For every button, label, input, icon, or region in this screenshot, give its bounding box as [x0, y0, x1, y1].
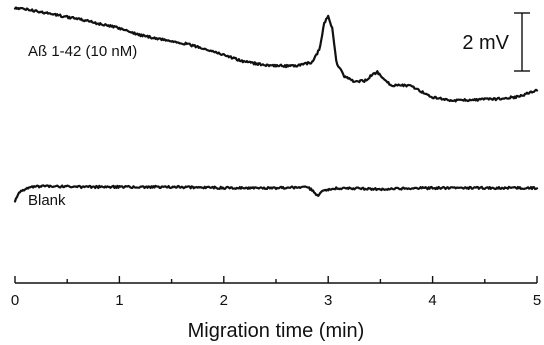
traces-layer — [13, 6, 539, 203]
scale-bar: 2 mV — [462, 12, 530, 72]
scale-bar-label: 2 mV — [462, 32, 509, 54]
x-axis: 0 1 2 3 4 5 — [11, 276, 541, 309]
x-tick-label: 2 — [220, 292, 228, 309]
x-tick-label: 3 — [324, 292, 332, 309]
x-tick-label: 0 — [11, 292, 19, 309]
trace-abeta — [13, 6, 539, 103]
x-tick-label: 1 — [115, 292, 123, 309]
series-label-abeta: Aß 1-42 (10 nM) — [28, 43, 137, 60]
x-tick-label: 5 — [533, 292, 541, 309]
series-label-blank: Blank — [28, 192, 66, 209]
x-axis-title: Migration time (min) — [188, 320, 365, 342]
trace-blank — [13, 184, 539, 203]
x-tick-label: 4 — [428, 292, 436, 309]
